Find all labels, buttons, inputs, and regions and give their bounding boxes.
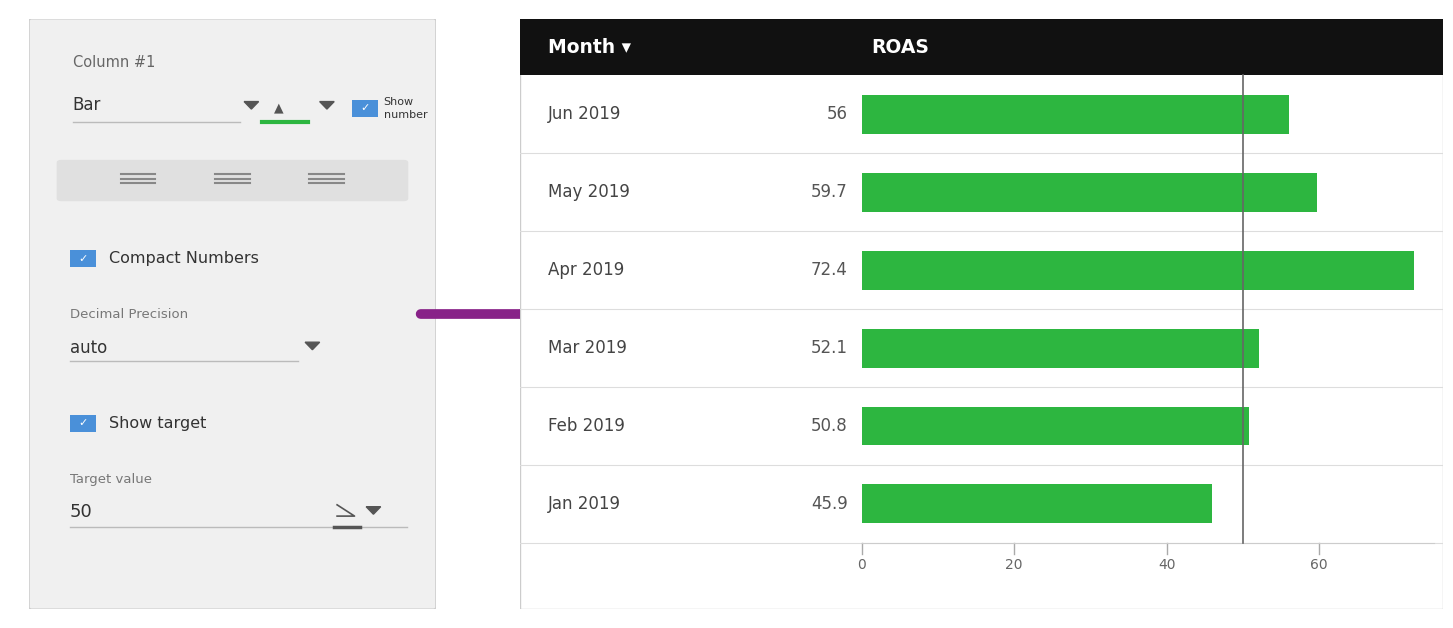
Text: ✓: ✓ <box>360 103 369 113</box>
Polygon shape <box>244 102 259 109</box>
Text: Jun 2019: Jun 2019 <box>548 106 622 123</box>
Text: 56: 56 <box>827 106 847 123</box>
Text: 59.7: 59.7 <box>811 183 847 201</box>
Text: Column #1: Column #1 <box>73 55 155 70</box>
Text: 50.8: 50.8 <box>811 417 847 435</box>
Text: 20: 20 <box>1005 558 1023 572</box>
Text: 72.4: 72.4 <box>811 261 847 279</box>
FancyBboxPatch shape <box>862 406 1250 445</box>
Text: Compact Numbers: Compact Numbers <box>109 251 259 266</box>
FancyBboxPatch shape <box>520 19 1443 609</box>
Text: Decimal Precision: Decimal Precision <box>70 308 187 322</box>
Text: Show
number: Show number <box>384 97 427 120</box>
Text: 40: 40 <box>1158 558 1175 572</box>
Text: Feb 2019: Feb 2019 <box>548 417 625 435</box>
Text: Target value: Target value <box>70 473 151 486</box>
FancyBboxPatch shape <box>57 160 408 201</box>
FancyBboxPatch shape <box>29 19 436 609</box>
FancyBboxPatch shape <box>862 173 1316 212</box>
Text: 0: 0 <box>857 558 866 572</box>
Text: May 2019: May 2019 <box>548 183 629 201</box>
Text: Apr 2019: Apr 2019 <box>548 261 625 279</box>
FancyBboxPatch shape <box>70 414 96 431</box>
Text: Mar 2019: Mar 2019 <box>548 339 626 357</box>
FancyBboxPatch shape <box>862 95 1289 134</box>
Text: ✓: ✓ <box>78 254 87 264</box>
Text: Show target: Show target <box>109 416 206 431</box>
Text: 50: 50 <box>70 503 93 521</box>
Text: auto: auto <box>70 339 108 357</box>
Text: 60: 60 <box>1311 558 1328 572</box>
FancyBboxPatch shape <box>352 100 378 117</box>
Text: Month ▾: Month ▾ <box>548 38 631 57</box>
Text: Jan 2019: Jan 2019 <box>548 495 620 513</box>
FancyArrowPatch shape <box>421 311 529 317</box>
FancyBboxPatch shape <box>70 250 96 267</box>
Polygon shape <box>366 507 381 514</box>
Text: 52.1: 52.1 <box>811 339 847 357</box>
Text: ▲: ▲ <box>275 102 283 114</box>
FancyBboxPatch shape <box>862 328 1258 367</box>
Text: 45.9: 45.9 <box>811 495 847 513</box>
Text: Bar: Bar <box>73 96 102 114</box>
FancyBboxPatch shape <box>520 19 1443 75</box>
Text: ROAS: ROAS <box>870 38 928 57</box>
FancyBboxPatch shape <box>862 251 1414 290</box>
Polygon shape <box>305 342 320 350</box>
Text: ✓: ✓ <box>78 418 87 428</box>
FancyBboxPatch shape <box>862 484 1212 523</box>
Polygon shape <box>320 102 334 109</box>
